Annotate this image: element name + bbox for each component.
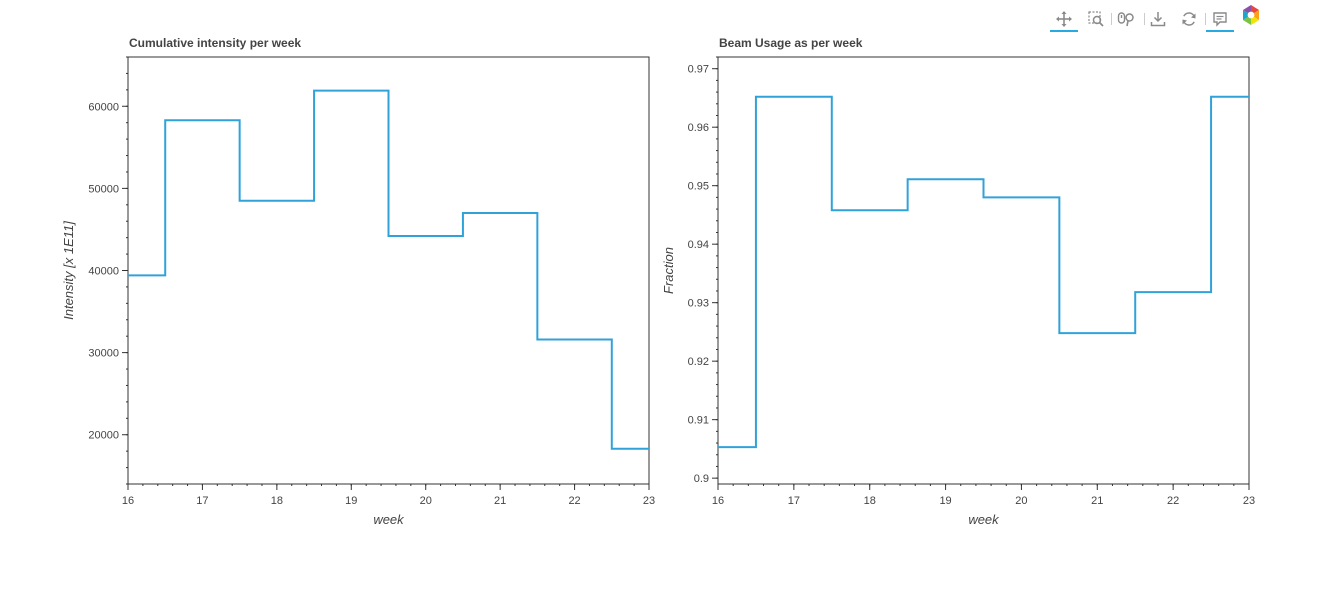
- y-axis-label: Intensity [x 1E11]: [61, 221, 76, 320]
- x-tick-label: 23: [1243, 495, 1255, 507]
- plot-toolbar: [1048, 4, 1264, 32]
- x-tick-label: 21: [494, 495, 506, 507]
- series-line-1: [128, 89, 649, 450]
- y-tick-label: 50000: [88, 183, 119, 195]
- data-point[interactable]: [943, 176, 949, 182]
- pan-icon: [1056, 11, 1072, 27]
- reset-icon: [1182, 12, 1196, 26]
- y-tick-label: 0.96: [688, 122, 709, 134]
- y-tick-label: 40000: [88, 266, 119, 278]
- data-point[interactable]: [1246, 94, 1252, 100]
- x-axis-label: week: [968, 512, 1000, 527]
- y-tick-label: 0.93: [688, 298, 709, 310]
- y-tick-label: 60000: [88, 101, 119, 113]
- x-tick-label: 19: [345, 495, 357, 507]
- bokeh-logo-icon: [1243, 5, 1259, 25]
- data-point[interactable]: [1094, 330, 1100, 336]
- y-tick-label: 0.91: [688, 415, 709, 427]
- pan-tool-button[interactable]: [1048, 4, 1078, 32]
- x-tick-label: 19: [939, 495, 951, 507]
- y-tick-label: 30000: [88, 348, 119, 360]
- chart-title: Beam Usage as per week: [719, 36, 863, 50]
- chart-title: Cumulative intensity per week: [129, 36, 301, 50]
- x-axis-label: week: [373, 512, 405, 527]
- data-point[interactable]: [572, 336, 578, 342]
- data-point[interactable]: [125, 272, 131, 278]
- x-tick-label: 22: [1167, 495, 1179, 507]
- y-tick-label: 0.97: [688, 64, 709, 76]
- y-axis-label: Fraction: [661, 247, 676, 294]
- y-tick-label: 0.95: [688, 181, 709, 193]
- chart-1: Cumulative intensity per week 16 17 18 19 20 2…: [61, 36, 655, 527]
- data-point[interactable]: [1018, 194, 1024, 200]
- x-tick-label: 23: [643, 495, 655, 507]
- x-tick-label: 17: [196, 495, 208, 507]
- x-tick-label: 18: [864, 495, 876, 507]
- data-point[interactable]: [199, 117, 205, 123]
- data-point[interactable]: [867, 207, 873, 213]
- save-tool-button[interactable]: [1142, 4, 1172, 32]
- data-point[interactable]: [1170, 289, 1176, 295]
- plot-frame: [717, 56, 1250, 485]
- x-tick-label: 20: [420, 495, 432, 507]
- y-tick-label: 0.92: [688, 356, 709, 368]
- data-point[interactable]: [497, 210, 503, 216]
- data-point[interactable]: [646, 446, 652, 452]
- x-tick-label: 18: [271, 495, 283, 507]
- data-point[interactable]: [348, 88, 354, 94]
- reset-tool-button[interactable]: [1173, 4, 1203, 32]
- bokeh-logo-link[interactable]: [1236, 4, 1266, 32]
- data-point[interactable]: [715, 444, 721, 450]
- x-tick-label: 17: [788, 495, 800, 507]
- data-point[interactable]: [791, 94, 797, 100]
- hover-tool-button[interactable]: [1204, 4, 1234, 32]
- x-tick-label: 22: [568, 495, 580, 507]
- chart-2: Beam Usage as per week 16 17 18 19 20 21 22 23 0.…: [661, 36, 1255, 527]
- save-icon: [1150, 12, 1166, 27]
- x-tick-label: 16: [712, 495, 724, 507]
- y-tick-label: 0.94: [688, 239, 709, 251]
- x-tick-label: 21: [1091, 495, 1103, 507]
- hover-icon: [1213, 12, 1227, 27]
- y-tick-label: 0.9: [694, 473, 709, 485]
- wheel-zoom-icon: [1117, 12, 1134, 27]
- box-zoom-tool-button[interactable]: [1080, 4, 1110, 32]
- wheel-zoom-tool-button[interactable]: [1110, 4, 1140, 32]
- data-point[interactable]: [423, 233, 429, 239]
- x-tick-label: 20: [1015, 495, 1027, 507]
- y-tick-label: 20000: [88, 430, 119, 442]
- data-point[interactable]: [274, 198, 280, 204]
- x-tick-label: 16: [122, 495, 134, 507]
- series-line-1: [718, 95, 1249, 449]
- box-zoom-icon: [1088, 11, 1104, 27]
